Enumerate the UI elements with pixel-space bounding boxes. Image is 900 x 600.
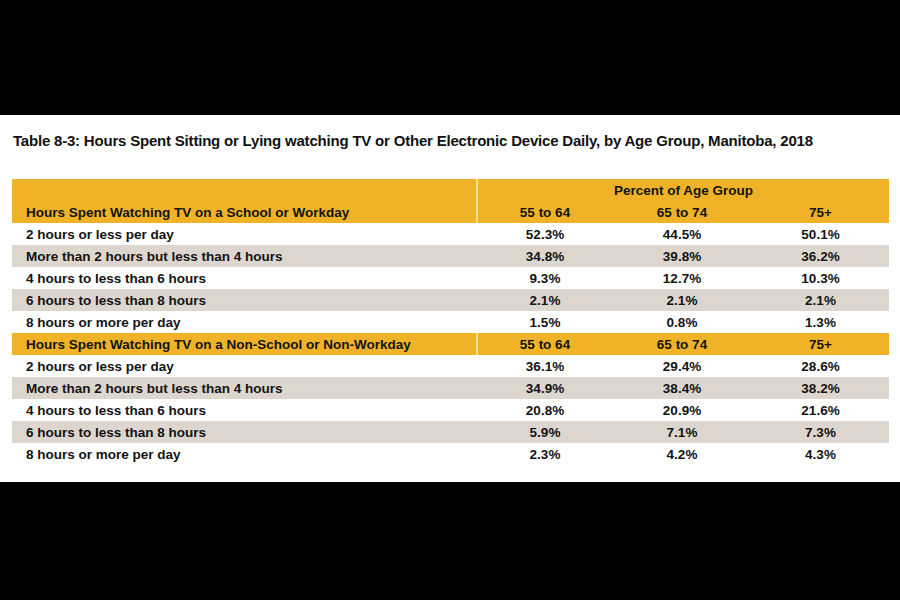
cell-value: 7.3% — [752, 421, 889, 443]
cell-value: 2.1% — [478, 289, 612, 311]
cell-value: 0.8% — [612, 311, 752, 333]
cell-value: 34.8% — [478, 245, 612, 267]
row-label: 8 hours or more per day — [12, 311, 478, 333]
table-row: 2 hours or less per day 52.3% 44.5% 50.1… — [12, 223, 889, 245]
cell-value: 1.3% — [752, 311, 889, 333]
cell-value: 20.8% — [478, 399, 612, 421]
cell-value: 36.1% — [478, 355, 612, 377]
table-row: 6 hours to less than 8 hours 2.1% 2.1% 2… — [12, 289, 889, 311]
table-row: More than 2 hours but less than 4 hours … — [12, 377, 889, 399]
row-label: 2 hours or less per day — [12, 223, 478, 245]
table-row: 8 hours or more per day 1.5% 0.8% 1.3% — [12, 311, 889, 333]
section-header-label: Hours Spent Watching TV on a Non-School … — [12, 333, 478, 355]
cell-value: 28.6% — [752, 355, 889, 377]
row-label: 4 hours to less than 6 hours — [12, 267, 478, 289]
cell-value: 1.5% — [478, 311, 612, 333]
table-row: 8 hours or more per day 2.3% 4.2% 4.3% — [12, 443, 889, 465]
row-label: 2 hours or less per day — [12, 355, 478, 377]
cell-value: 2.3% — [478, 443, 612, 465]
column-header: 55 to 64 — [478, 201, 612, 223]
cell-value: 7.1% — [612, 421, 752, 443]
table-row: 4 hours to less than 6 hours 9.3% 12.7% … — [12, 267, 889, 289]
cell-value: 38.4% — [612, 377, 752, 399]
row-label: 6 hours to less than 8 hours — [12, 421, 478, 443]
section-header-row: Hours Spent Watching TV on a School or W… — [12, 201, 889, 223]
cell-value: 20.9% — [612, 399, 752, 421]
cell-value: 2.1% — [752, 289, 889, 311]
table-band-header-row: Percent of Age Group — [12, 179, 889, 201]
column-header: 75+ — [752, 201, 889, 223]
cell-value: 2.1% — [612, 289, 752, 311]
cell-value: 52.3% — [478, 223, 612, 245]
table-row: 4 hours to less than 6 hours 20.8% 20.9%… — [12, 399, 889, 421]
section-header-label: Hours Spent Watching TV on a School or W… — [12, 201, 478, 223]
section-header-row: Hours Spent Watching TV on a Non-School … — [12, 333, 889, 355]
row-label: More than 2 hours but less than 4 hours — [12, 377, 478, 399]
cell-value: 12.7% — [612, 267, 752, 289]
cell-value: 10.3% — [752, 267, 889, 289]
cell-value: 21.6% — [752, 399, 889, 421]
cell-value: 5.9% — [478, 421, 612, 443]
cell-value: 44.5% — [612, 223, 752, 245]
row-label: 6 hours to less than 8 hours — [12, 289, 478, 311]
cell-value: 9.3% — [478, 267, 612, 289]
data-table: Percent of Age Group Hours Spent Watchin… — [12, 179, 889, 465]
column-header: 65 to 74 — [612, 201, 752, 223]
cell-value: 4.2% — [612, 443, 752, 465]
cell-value: 50.1% — [752, 223, 889, 245]
row-label: 4 hours to less than 6 hours — [12, 399, 478, 421]
column-header: 55 to 64 — [478, 333, 612, 355]
column-header: 75+ — [752, 333, 889, 355]
page-title: Table 8-3: Hours Spent Sitting or Lying … — [13, 132, 893, 149]
row-label: More than 2 hours but less than 4 hours — [12, 245, 478, 267]
band-header-spacer — [12, 179, 478, 201]
cell-value: 4.3% — [752, 443, 889, 465]
table-row: 6 hours to less than 8 hours 5.9% 7.1% 7… — [12, 421, 889, 443]
row-label: 8 hours or more per day — [12, 443, 478, 465]
table-row: More than 2 hours but less than 4 hours … — [12, 245, 889, 267]
cell-value: 38.2% — [752, 377, 889, 399]
cell-value: 29.4% — [612, 355, 752, 377]
table-row: 2 hours or less per day 36.1% 29.4% 28.6… — [12, 355, 889, 377]
column-header: 65 to 74 — [612, 333, 752, 355]
band-header-label: Percent of Age Group — [478, 179, 889, 201]
cell-value: 34.9% — [478, 377, 612, 399]
cell-value: 36.2% — [752, 245, 889, 267]
report-page: Table 8-3: Hours Spent Sitting or Lying … — [0, 115, 900, 482]
cell-value: 39.8% — [612, 245, 752, 267]
